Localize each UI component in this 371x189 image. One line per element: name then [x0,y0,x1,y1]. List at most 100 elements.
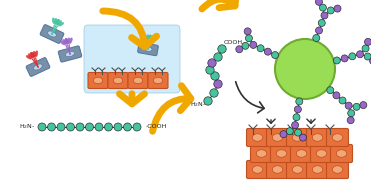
FancyBboxPatch shape [266,160,289,178]
Circle shape [357,51,364,58]
Circle shape [38,123,46,131]
Circle shape [242,42,249,49]
Circle shape [76,123,84,131]
FancyBboxPatch shape [128,73,148,88]
FancyBboxPatch shape [286,129,309,146]
FancyBboxPatch shape [290,145,312,163]
Ellipse shape [312,166,323,173]
Circle shape [57,123,65,131]
Ellipse shape [28,54,33,58]
Circle shape [334,5,341,12]
FancyBboxPatch shape [326,129,348,146]
Ellipse shape [33,51,35,57]
Circle shape [360,101,367,108]
Circle shape [333,92,340,99]
Circle shape [214,53,222,61]
Circle shape [345,102,352,109]
Ellipse shape [148,35,151,40]
Circle shape [313,34,320,42]
Ellipse shape [292,134,303,141]
Circle shape [365,38,371,45]
FancyBboxPatch shape [250,145,273,163]
Circle shape [319,4,326,11]
Circle shape [95,123,103,131]
Ellipse shape [65,38,69,44]
FancyArrowPatch shape [103,11,157,47]
Ellipse shape [292,166,303,173]
Ellipse shape [276,150,287,157]
Circle shape [339,97,346,104]
FancyBboxPatch shape [246,160,269,178]
Ellipse shape [47,31,56,37]
Ellipse shape [272,166,283,173]
Ellipse shape [55,18,57,24]
Ellipse shape [252,134,263,141]
Ellipse shape [69,38,72,43]
Circle shape [114,123,122,131]
Ellipse shape [296,150,307,157]
Circle shape [327,87,334,94]
Circle shape [321,12,328,19]
Circle shape [246,35,252,42]
Circle shape [315,0,322,5]
Ellipse shape [63,39,67,44]
Circle shape [208,59,216,67]
Circle shape [334,57,340,64]
Circle shape [347,117,354,124]
FancyBboxPatch shape [270,145,292,163]
Ellipse shape [113,77,123,84]
Ellipse shape [31,52,35,57]
Ellipse shape [312,134,323,141]
FancyBboxPatch shape [306,160,328,178]
Circle shape [66,123,75,131]
Circle shape [236,46,243,53]
Circle shape [133,123,141,131]
Circle shape [315,27,322,34]
Circle shape [204,97,212,105]
Ellipse shape [67,38,70,44]
Ellipse shape [52,18,55,24]
Circle shape [327,7,334,14]
Circle shape [364,53,371,60]
Circle shape [296,98,303,105]
FancyBboxPatch shape [148,73,168,88]
Circle shape [286,128,293,135]
Circle shape [210,89,218,97]
Circle shape [348,110,355,117]
FancyArrowPatch shape [307,119,315,123]
Circle shape [47,123,56,131]
Ellipse shape [316,150,327,157]
Circle shape [362,45,369,52]
Ellipse shape [151,37,155,41]
Circle shape [293,114,300,121]
Ellipse shape [145,35,148,40]
FancyBboxPatch shape [108,73,128,88]
FancyArrowPatch shape [119,94,144,104]
FancyBboxPatch shape [138,42,158,56]
Ellipse shape [30,52,33,58]
Ellipse shape [332,166,343,173]
Ellipse shape [252,166,263,173]
Circle shape [280,131,287,138]
Circle shape [257,45,264,52]
FancyBboxPatch shape [84,25,180,93]
Ellipse shape [153,77,162,84]
Ellipse shape [57,19,59,25]
Circle shape [214,80,222,88]
FancyBboxPatch shape [286,160,309,178]
Ellipse shape [65,38,68,44]
Circle shape [292,122,299,129]
Ellipse shape [65,51,75,57]
Ellipse shape [55,19,59,24]
FancyBboxPatch shape [58,46,82,62]
Circle shape [349,53,356,60]
FancyBboxPatch shape [266,129,289,146]
FancyArrowPatch shape [236,82,264,113]
Circle shape [85,123,93,131]
Ellipse shape [133,77,143,84]
FancyBboxPatch shape [331,145,352,163]
Circle shape [265,48,271,55]
Circle shape [211,72,219,80]
Circle shape [244,28,251,35]
Ellipse shape [35,51,38,57]
